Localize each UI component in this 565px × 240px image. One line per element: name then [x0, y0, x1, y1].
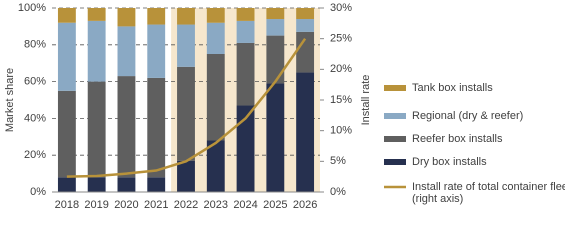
bar-segment	[87, 20, 106, 82]
bar-segment	[296, 8, 315, 20]
bar-segment	[117, 8, 136, 27]
legend-label: Regional (dry & reefer)	[412, 110, 524, 122]
x-tick-label: 2024	[233, 199, 257, 211]
y-axis-title: Market share	[4, 68, 16, 132]
y-tick-label: 0%	[30, 186, 46, 198]
bar-segment	[57, 177, 76, 192]
x-tick-label: 2025	[263, 199, 287, 211]
bar-segment	[177, 8, 195, 25]
x-tick-label: 2020	[114, 199, 138, 211]
y-tick-label: 60%	[24, 76, 46, 88]
bar-segment	[296, 19, 315, 32]
x-tick-label: 2022	[174, 199, 198, 211]
x-tick-label: 2018	[55, 199, 79, 211]
bar-segment	[87, 177, 106, 192]
bar-segment	[57, 8, 76, 23]
legend-swatch	[384, 159, 406, 165]
bar-segment	[177, 66, 195, 161]
bar-segment	[266, 8, 285, 20]
bar-segment	[57, 22, 76, 91]
bar-segment	[117, 26, 136, 77]
y2-tick-label: 30%	[330, 2, 352, 14]
bar-segment	[147, 177, 166, 192]
bar-segment	[206, 22, 225, 54]
bar-segment	[117, 177, 136, 192]
bar-segment	[87, 81, 106, 178]
bar-segment	[296, 31, 315, 73]
bar-segment	[117, 76, 136, 178]
legend-label: Install rate of total container fleet (r…	[412, 181, 565, 205]
bar-segment	[177, 24, 195, 67]
x-tick-label: 2021	[144, 199, 168, 211]
legend-label: Dry box installs	[412, 156, 487, 168]
y2-tick-label: 10%	[330, 125, 352, 137]
bar-segment	[266, 19, 285, 36]
bar-segment	[266, 83, 285, 192]
line	[66, 37, 307, 178]
bar-segment	[147, 8, 166, 25]
legend-swatch	[384, 113, 406, 119]
x-tick-label: 2026	[293, 199, 317, 211]
y2-axis-title: Install rate	[360, 75, 372, 126]
legend-swatch	[384, 85, 406, 91]
chart-container: Market share Install rate 0% 20% 40% 60% 80%…	[4, 2, 565, 211]
y2-tick-label: 25%	[330, 33, 352, 45]
y-tick-label: 40%	[24, 112, 46, 124]
legend-label: Tank box installs	[412, 82, 493, 94]
bar-segment	[206, 8, 225, 23]
y2-tick-label: 0%	[330, 186, 346, 198]
y-tick-label: 100%	[18, 2, 46, 14]
bar-segment	[236, 8, 255, 21]
bar-segment	[57, 90, 76, 178]
x-tick-label: 2023	[204, 199, 228, 211]
bar-segment	[147, 77, 166, 178]
bar-segment	[236, 20, 255, 43]
x-tick-label: 2019	[84, 199, 108, 211]
bar-segment	[236, 42, 255, 106]
y-tick-label: 80%	[24, 39, 46, 51]
legend-label: Reefer box installs	[412, 133, 503, 145]
chart: Market share Install rate 0% 20% 40% 60% 80%…	[4, 2, 406, 211]
y-tick-label: 20%	[24, 149, 46, 161]
bar-segment	[177, 160, 195, 192]
bar-segment	[236, 105, 255, 192]
bar-segment	[147, 24, 166, 78]
y2-tick-label: 20%	[330, 63, 352, 75]
bar-segment	[206, 140, 225, 192]
bar-segment	[266, 35, 285, 84]
bar-segment	[206, 54, 225, 141]
y2-tick-label: 15%	[330, 94, 352, 106]
bar-segment	[296, 72, 315, 192]
bar-segment	[87, 8, 106, 21]
legend-swatch	[384, 136, 406, 142]
y2-tick-label: 5%	[330, 155, 346, 167]
